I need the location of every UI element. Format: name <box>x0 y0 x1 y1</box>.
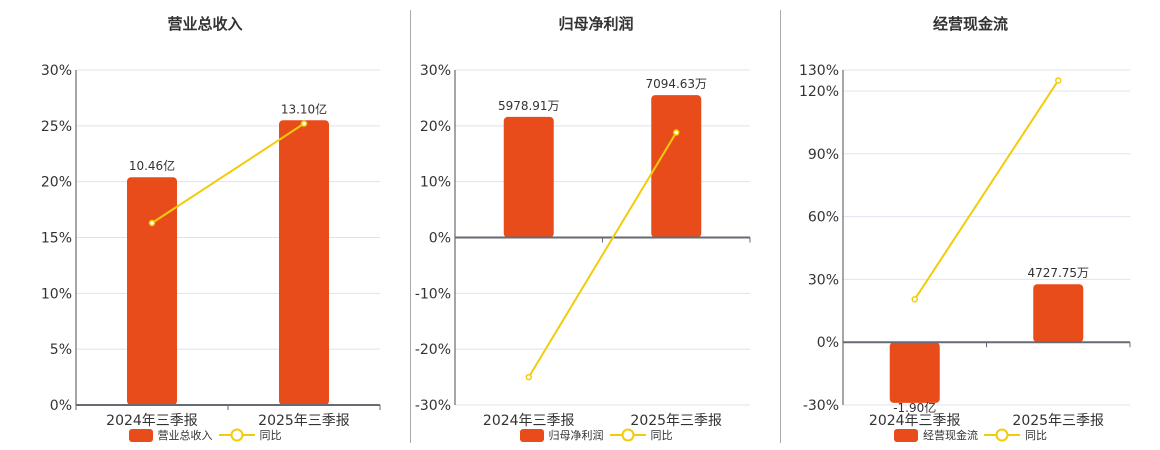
legend-item-line[interactable]: 同比 <box>609 427 673 443</box>
y-tick-label: 5% <box>50 342 72 358</box>
y-tick-label: 0% <box>429 231 451 247</box>
chart-panel-cash-flow: 经营现金流 130% 120% 90% 60% 30% 0% -30% -1.90亿 4727.… <box>781 0 1160 450</box>
bar-value-label: 5978.91万 <box>498 99 560 113</box>
legend-item-line[interactable]: 同比 <box>218 427 282 443</box>
yoy-point[interactable] <box>911 296 918 303</box>
legend: 归母净利润 同比 <box>411 427 781 443</box>
bar-value-label: -1.90亿 <box>893 400 936 415</box>
y-tick-label: 130% <box>799 63 839 79</box>
chart-net-profit: 30% 20% 10% 0% -10% -20% -30% 5978.91万 7094.63万 2… <box>415 63 751 429</box>
y-tick-label: -20% <box>415 342 451 358</box>
y-tick-label: 10% <box>420 175 451 191</box>
bar-value-label: 4727.75万 <box>1027 266 1089 280</box>
bar-swatch-icon <box>128 428 153 442</box>
divider <box>410 10 411 443</box>
legend-label: 同比 <box>650 429 673 442</box>
bar-swatch-icon <box>519 428 544 442</box>
y-tick-label: 30% <box>420 63 451 79</box>
legend-item-bar[interactable]: 经营现金流 <box>894 427 978 443</box>
bar-value-label: 7094.63万 <box>645 77 707 91</box>
bar[interactable] <box>127 177 177 405</box>
bar[interactable] <box>889 342 940 403</box>
bar-value-label: 13.10亿 <box>281 101 327 116</box>
bar[interactable] <box>651 95 702 238</box>
legend-item-bar[interactable]: 归母净利润 <box>519 427 604 443</box>
bar-swatch-icon <box>894 428 918 442</box>
chart-panel-net-profit: 归母净利润 30% 20% 10% 0% -10% -20% -30% 5978.91万 709… <box>411 0 781 450</box>
bar[interactable] <box>1033 284 1084 343</box>
line-marker-icon <box>218 428 255 442</box>
yoy-point[interactable] <box>525 373 532 381</box>
y-tick-label: 60% <box>808 210 839 226</box>
y-tick-label: 10% <box>41 286 72 302</box>
divider <box>780 10 781 443</box>
y-tick-label: -10% <box>415 286 451 302</box>
y-tick-label: 90% <box>808 147 839 163</box>
legend-label: 同比 <box>1025 429 1047 442</box>
line-marker-icon <box>609 428 646 442</box>
legend-label: 经营现金流 <box>923 429 978 442</box>
bar[interactable] <box>279 120 329 405</box>
chart-title: 营业总收入 <box>167 15 243 33</box>
legend-item-bar[interactable]: 营业总收入 <box>128 427 213 443</box>
legend-label: 归母净利润 <box>548 429 604 442</box>
yoy-point[interactable] <box>1055 77 1062 84</box>
yoy-line <box>913 79 1060 300</box>
y-tick-label: -30% <box>415 398 451 414</box>
yoy-line <box>151 122 305 224</box>
x-tick-label: 2025年三季报 <box>1012 413 1104 429</box>
legend: 经营现金流 同比 <box>781 427 1160 443</box>
yoy-line <box>527 132 678 378</box>
y-tick-label: 15% <box>41 231 72 247</box>
y-tick-label: 30% <box>41 63 72 79</box>
x-tick-label: 2024年三季报 <box>106 413 198 429</box>
yoy-point[interactable] <box>300 120 308 127</box>
y-tick-label: 25% <box>41 119 72 135</box>
x-tick-label: 2025年三季报 <box>258 413 350 429</box>
bar[interactable] <box>503 116 554 238</box>
chart-revenue: 30% 25% 20% 15% 10% 5% 0% 10.46亿 13.10亿 2024年三季报 2… <box>41 63 381 429</box>
x-tick-label: 2024年三季报 <box>869 413 961 429</box>
y-tick-label: 0% <box>50 398 72 414</box>
chart-cash-flow: 130% 120% 90% 60% 30% 0% -30% -1.90亿 4727.75万 202… <box>799 63 1131 429</box>
legend: 营业总收入 同比 <box>0 427 410 443</box>
y-tick-label: -30% <box>803 398 839 414</box>
chart-panel-revenue: 营业总收入 30% 25% 20% 15% 10% 5% 0% 10.46亿 13.10亿 202… <box>0 0 410 450</box>
legend-label: 营业总收入 <box>157 429 213 442</box>
legend-label: 同比 <box>259 429 282 442</box>
chart-title: 归母净利润 <box>558 15 634 33</box>
yoy-point[interactable] <box>148 219 156 227</box>
y-tick-label: 0% <box>817 335 839 351</box>
y-tick-label: 20% <box>420 119 451 135</box>
x-tick-label: 2025年三季报 <box>630 413 722 429</box>
yoy-point[interactable] <box>673 129 680 136</box>
y-tick-label: 30% <box>808 272 839 288</box>
bar-value-label: 10.46亿 <box>129 158 175 173</box>
chart-title: 经营现金流 <box>932 15 1008 33</box>
line-marker-icon <box>984 428 1020 442</box>
y-tick-label: 120% <box>799 84 839 100</box>
y-tick-label: 20% <box>41 175 72 191</box>
legend-item-line[interactable]: 同比 <box>984 427 1047 443</box>
x-tick-label: 2024年三季报 <box>483 413 575 429</box>
